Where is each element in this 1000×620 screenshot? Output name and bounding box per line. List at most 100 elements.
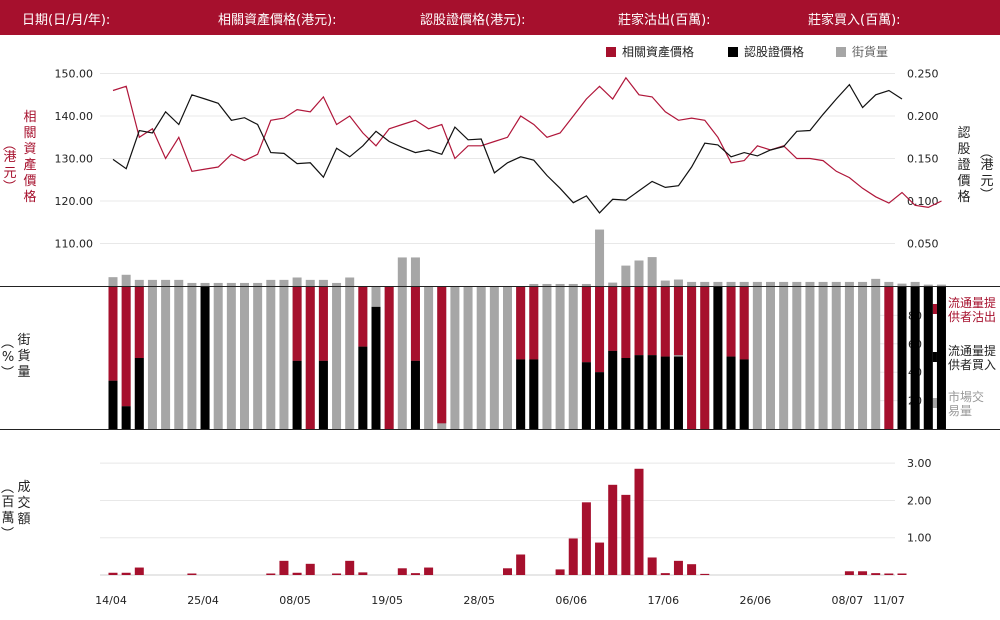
- market-bar: [555, 287, 565, 429]
- left-tick-label: 130.00: [55, 153, 94, 166]
- buy-bar: [634, 355, 644, 429]
- panel-divider-1: [0, 286, 1000, 287]
- sell-bar: [384, 287, 394, 429]
- market-bar: [213, 287, 223, 429]
- volume-bar: [687, 564, 697, 575]
- outstanding-bar: [266, 279, 276, 286]
- buy-label: 莊家買入(百萬):: [808, 13, 901, 28]
- market-bar: [397, 287, 407, 429]
- outstanding-bar: [608, 282, 618, 286]
- volume-bar: [595, 542, 605, 575]
- warrant-price-label: 認股證價格(港元):: [420, 13, 526, 28]
- volume-bar: [279, 560, 289, 575]
- volume-bar: [608, 484, 618, 575]
- market-bar: [568, 287, 578, 429]
- market-bar: [844, 287, 854, 429]
- volume-bar: [897, 573, 907, 575]
- x-tick-label: 19/05: [371, 594, 403, 607]
- buy-bar: [673, 356, 683, 429]
- outstanding-bar: [345, 277, 355, 286]
- sell-bar: [700, 287, 710, 429]
- outstanding-bar: [187, 282, 197, 286]
- outstanding-bar: [121, 274, 131, 286]
- volume-bar: [884, 573, 894, 575]
- sell-bar: [884, 287, 894, 429]
- x-tick-label: 06/06: [555, 594, 587, 607]
- market-bar: [345, 287, 355, 429]
- buy-bar: [371, 306, 381, 429]
- volume-bar: [555, 569, 565, 575]
- outstanding-bar: [410, 257, 420, 286]
- legend-label-warrant: 認股證價格: [744, 45, 805, 59]
- buy-bar: [621, 358, 631, 429]
- outstanding-bar: [200, 282, 210, 286]
- volume-bar: [358, 572, 368, 575]
- right-paren-open-1: ︵: [979, 146, 993, 161]
- outstanding-bar: [147, 279, 157, 286]
- left-paren-open-3: ︵: [0, 481, 14, 496]
- sell-bar: [634, 287, 644, 356]
- x-tick-label: 25/04: [187, 594, 219, 607]
- outstanding-bar: [292, 277, 302, 286]
- sell-bar: [726, 287, 736, 357]
- buy-bar: [595, 372, 605, 429]
- left-tick-label: 140.00: [55, 110, 94, 123]
- sell-bar: [581, 287, 591, 363]
- buy-bar: [121, 406, 131, 429]
- left-axis-unit-1: 港元: [3, 150, 17, 181]
- market-bar: [332, 287, 342, 429]
- volume-bar: [121, 572, 131, 575]
- panel-divider-2: [0, 429, 1000, 430]
- outstanding-bar: [529, 283, 539, 286]
- left-axis-label-3: 成交額: [17, 480, 31, 527]
- legend-swatch-warrant: [728, 46, 738, 57]
- market-bar: [226, 287, 236, 429]
- sell-bar: [660, 287, 670, 357]
- outstanding-bar: [253, 282, 263, 286]
- outstanding-bar: [779, 281, 789, 286]
- volume-bar: [634, 468, 644, 575]
- outstanding-bar: [792, 281, 802, 286]
- outstanding-bar: [910, 281, 920, 286]
- right-axis-unit-1: 港元: [980, 158, 994, 189]
- outstanding-bar: [305, 279, 315, 286]
- outstanding-bar: [647, 257, 657, 286]
- outstanding-bar: [844, 281, 854, 286]
- outstanding-bar: [318, 279, 328, 286]
- volume-bar: [424, 567, 434, 575]
- volume-bar: [647, 557, 657, 575]
- sell-bar: [647, 287, 657, 356]
- market-bar: [489, 287, 499, 429]
- sell-bar: [621, 287, 631, 358]
- sell-bar: [437, 287, 447, 424]
- market-bar: [463, 287, 473, 429]
- sell-bar: [292, 287, 302, 361]
- outstanding-bar: [542, 283, 552, 286]
- market-bar: [779, 287, 789, 429]
- market-bar: [858, 287, 868, 429]
- outstanding-bar: [397, 257, 407, 286]
- buy-bar: [292, 360, 302, 429]
- sell-bar: [318, 287, 328, 361]
- buy-bar: [529, 359, 539, 429]
- market-bar: [161, 287, 171, 429]
- volume-tick-label: 3.00: [907, 457, 932, 470]
- volume-bar: [673, 560, 683, 575]
- outstanding-bar: [858, 281, 868, 286]
- sell-bar: [121, 287, 131, 407]
- buy-bar: [134, 358, 144, 429]
- buy-bar: [660, 356, 670, 429]
- sell-bar: [529, 287, 539, 360]
- volume-bar: [581, 502, 591, 575]
- buy-bar: [358, 346, 368, 429]
- left-paren-open-2: ︵: [0, 336, 14, 351]
- buy-bar: [410, 360, 420, 429]
- outstanding-bar: [332, 282, 342, 286]
- buy-bar: [897, 287, 907, 429]
- x-tick-label: 08/07: [832, 594, 864, 607]
- legend-outstanding: 街貨量: [836, 43, 888, 60]
- outstanding-bar: [805, 281, 815, 286]
- legend-swatch-outstanding: [836, 46, 846, 57]
- volume-bar: [660, 573, 670, 575]
- outstanding-bar: [700, 281, 710, 286]
